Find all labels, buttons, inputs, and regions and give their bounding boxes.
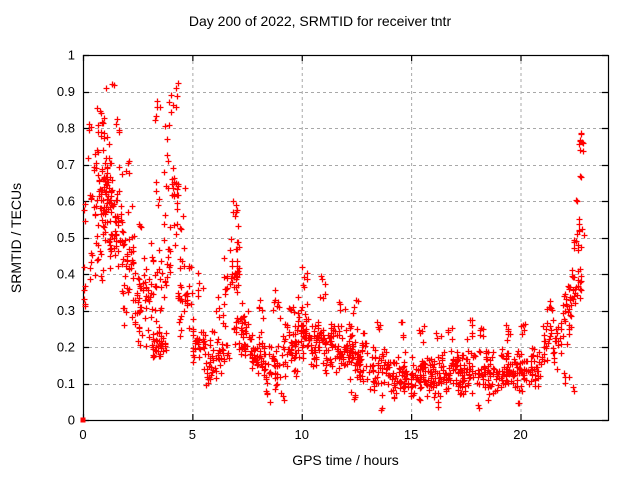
y-tick-label: 0.1 — [57, 376, 75, 391]
chart-title: Day 200 of 2022, SRMTID for receiver tnt… — [188, 13, 452, 29]
x-tick-label: 15 — [404, 427, 418, 442]
grid-lines — [83, 55, 608, 420]
axis-ticks — [82, 54, 608, 422]
x-tick-label: 20 — [513, 427, 527, 442]
y-tick-label: 0.9 — [57, 84, 75, 99]
x-tick-label: 10 — [295, 427, 309, 442]
origin-square-marker — [80, 417, 86, 423]
y-tick-label: 0.2 — [57, 340, 75, 355]
x-tick-label: 0 — [79, 427, 86, 442]
y-tick-label: 0.4 — [57, 267, 75, 282]
y-tick-label: 0.5 — [57, 230, 75, 245]
x-tick-label: 5 — [189, 427, 196, 442]
y-tick-label: 0.6 — [57, 194, 75, 209]
x-axis-label: GPS time / hours — [292, 452, 399, 468]
y-tick-label: 0.3 — [57, 303, 75, 318]
scatter-points — [81, 80, 588, 414]
y-tick-label: 1 — [68, 48, 75, 63]
y-tick-label: 0.7 — [57, 157, 75, 172]
y-tick-label: 0 — [68, 413, 75, 428]
y-tick-label: 0.8 — [57, 121, 75, 136]
